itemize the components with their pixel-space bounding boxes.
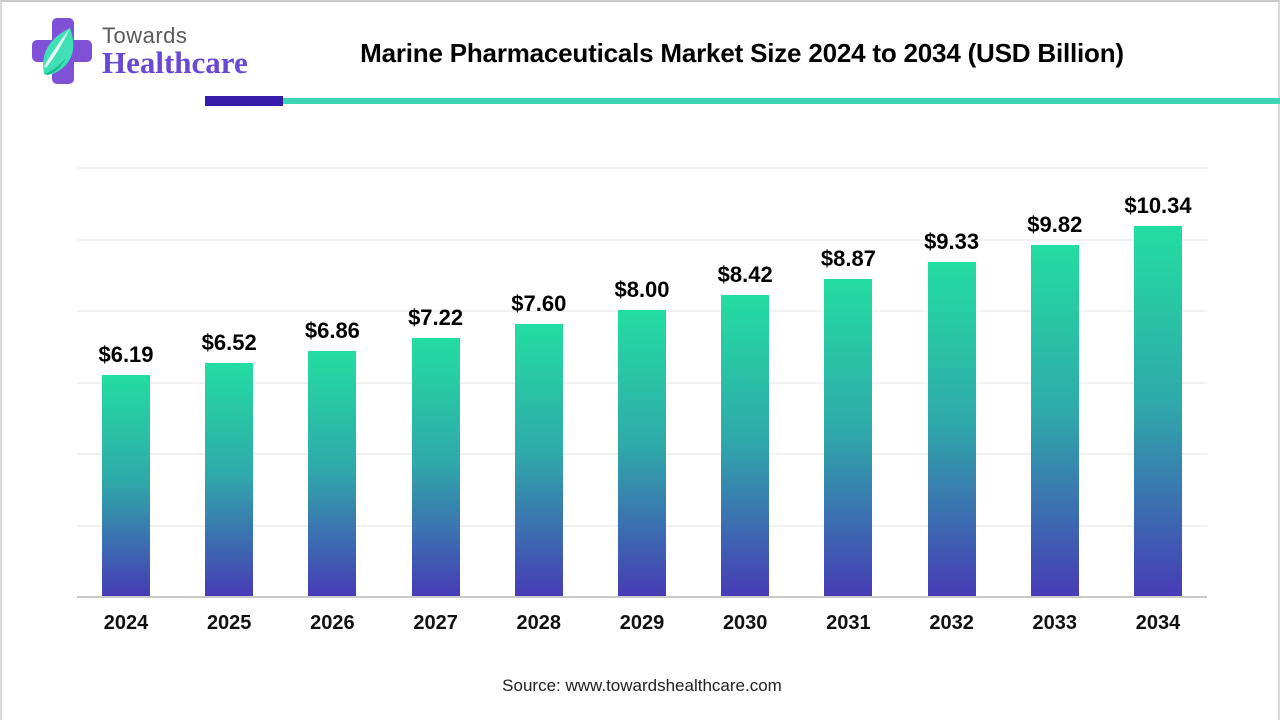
x-axis-label-2031: 2031 — [826, 612, 871, 634]
bar-value-label-2031: $8.87 — [820, 245, 876, 271]
bar-2030 — [721, 294, 770, 596]
gridline-10 — [77, 238, 1207, 241]
x-axis-label-2028: 2028 — [516, 612, 562, 634]
x-axis-label-2033: 2033 — [1032, 612, 1078, 634]
bar-2032 — [927, 262, 976, 596]
chart-title: Marine Pharmaceuticals Market Size 2024 … — [360, 38, 1124, 68]
bar-2027 — [411, 337, 460, 596]
x-axis-label-2034: 2034 — [1135, 612, 1181, 634]
bar-2025 — [205, 362, 254, 596]
source-text: Source: www.towardshealthcare.com — [502, 676, 782, 695]
brand-name-towards: Towards — [102, 23, 188, 48]
x-axis-label-2029: 2029 — [619, 612, 665, 634]
bar-value-label-2026: $6.86 — [304, 317, 360, 343]
x-axis-label-2030: 2030 — [722, 612, 768, 634]
cross-leaf-icon — [30, 16, 94, 93]
bar-value-label-2024: $6.19 — [98, 341, 154, 367]
bar-value-label-2029: $8.00 — [614, 277, 670, 302]
bar-2034 — [1134, 226, 1182, 596]
x-axis-label-2027: 2027 — [413, 612, 458, 634]
title-underline-teal — [283, 98, 1280, 104]
x-axis-label-2025: 2025 — [206, 612, 252, 634]
gridline-12 — [77, 167, 1207, 169]
x-axis-label-2032: 2032 — [929, 612, 974, 634]
bar-value-label-2034: $10.34 — [1124, 193, 1192, 219]
bar-value-label-2028: $7.60 — [511, 291, 567, 317]
bar-2033 — [1030, 244, 1079, 596]
bar-value-label-2027: $7.22 — [408, 304, 464, 330]
x-axis-label-2024: 2024 — [103, 612, 149, 634]
bar-value-label-2032: $9.33 — [924, 229, 980, 255]
bar-2031 — [824, 278, 873, 596]
title-underline-purple — [205, 96, 283, 106]
x-axis-line — [77, 596, 1207, 598]
bar-value-label-2030: $8.42 — [717, 261, 773, 287]
bar-2028 — [514, 324, 563, 596]
bar-2029 — [618, 310, 666, 596]
bar-2024 — [102, 374, 150, 596]
bar-2026 — [308, 350, 357, 596]
bar-value-label-2033: $9.82 — [1027, 211, 1083, 237]
bar-value-label-2025: $6.52 — [201, 329, 257, 355]
x-axis-label-2026: 2026 — [310, 612, 355, 634]
towards-healthcare-logo: Towards Healthcare — [30, 16, 248, 93]
brand-name-healthcare: Healthcare — [102, 45, 248, 81]
